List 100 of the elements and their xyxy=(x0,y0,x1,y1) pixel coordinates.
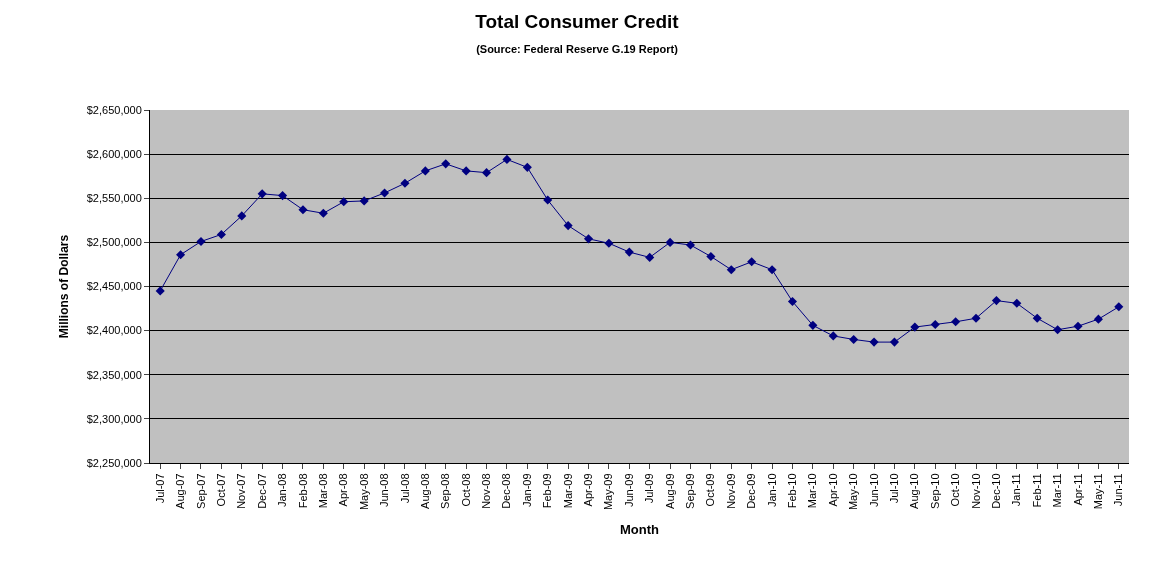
x-tick-label: Sep-07 xyxy=(194,473,207,509)
point xyxy=(889,337,899,347)
x-tick-label: Feb-10 xyxy=(786,473,799,509)
y-tick-label: $2,300,000 xyxy=(86,412,142,425)
y-tick-label: $2,400,000 xyxy=(86,324,142,337)
point xyxy=(624,247,634,257)
point xyxy=(380,188,390,198)
point xyxy=(400,178,410,188)
y-tick-label: $2,550,000 xyxy=(86,192,142,205)
point xyxy=(176,250,186,260)
x-tick-label: Sep-08 xyxy=(439,473,452,509)
x-tick-label: Dec-10 xyxy=(990,473,1003,509)
point xyxy=(318,208,328,218)
x-tick-label: Nov-09 xyxy=(724,473,737,509)
point xyxy=(257,189,267,199)
point xyxy=(685,240,696,250)
point xyxy=(1032,313,1042,323)
point xyxy=(808,320,818,330)
y-tick-label: $2,450,000 xyxy=(86,280,142,293)
point xyxy=(604,238,614,248)
x-tick-label: Mar-08 xyxy=(316,473,329,509)
point xyxy=(665,237,675,247)
x-tick-label: Jan-08 xyxy=(276,473,289,508)
x-tick-label: Feb-08 xyxy=(296,473,309,509)
x-tick-label: Jan-10 xyxy=(765,473,778,508)
point xyxy=(196,236,206,247)
x-tick-label: Jul-08 xyxy=(398,473,411,504)
x-tick-label: Oct-07 xyxy=(214,473,227,507)
x-tick-label: Nov-10 xyxy=(969,473,982,509)
point xyxy=(787,296,798,307)
x-tick-label: May-11 xyxy=(1091,473,1104,510)
point xyxy=(563,221,573,231)
point xyxy=(339,197,349,207)
point xyxy=(747,257,757,267)
x-tick-label: Apr-11 xyxy=(1071,473,1084,506)
x-tick-label: Jun-10 xyxy=(867,473,880,508)
x-tick-label: Sep-09 xyxy=(684,473,697,509)
x-tick-label: Feb-11 xyxy=(1030,473,1043,508)
x-tick-label: Oct-08 xyxy=(459,473,472,507)
x-axis-title: Month xyxy=(620,521,660,537)
x-tick-label: Nov-08 xyxy=(480,473,493,509)
x-tick-label: Jul-10 xyxy=(888,473,901,504)
y-tick-label: $2,500,000 xyxy=(86,236,142,249)
point xyxy=(951,317,961,327)
point xyxy=(522,162,532,172)
point xyxy=(298,205,308,215)
x-tick-label: Aug-08 xyxy=(418,473,431,509)
x-tick-label: Aug-10 xyxy=(908,473,921,509)
point xyxy=(645,252,655,262)
y-tick-label: $2,250,000 xyxy=(86,456,142,469)
x-tick-label: Oct-10 xyxy=(949,473,962,507)
x-tick-label: Jul-07 xyxy=(153,473,166,504)
point xyxy=(543,195,553,205)
x-tick-label: Mar-11 xyxy=(1051,473,1064,508)
point xyxy=(971,313,981,323)
point xyxy=(155,286,165,296)
x-tick-label: Dec-09 xyxy=(745,473,758,509)
x-tick-label: Jul-09 xyxy=(643,473,656,504)
point xyxy=(849,334,859,344)
point xyxy=(767,265,777,275)
y-tick-label: $2,650,000 xyxy=(86,103,142,116)
point xyxy=(930,319,940,329)
x-tick-label: Sep-10 xyxy=(928,473,941,509)
x-tick-label: Feb-09 xyxy=(541,473,554,509)
point xyxy=(1073,321,1083,331)
x-tick-label: Dec-07 xyxy=(255,473,268,509)
x-tick-label: Nov-07 xyxy=(235,473,248,509)
point xyxy=(706,251,716,262)
point xyxy=(991,296,1001,306)
point xyxy=(1114,302,1124,312)
x-tick-label: Mar-10 xyxy=(806,473,819,509)
x-tick-label: Jun-11 xyxy=(1112,473,1125,507)
point xyxy=(278,191,288,201)
x-tick-label: Jun-09 xyxy=(622,473,635,508)
point xyxy=(869,337,879,347)
point xyxy=(359,196,369,206)
x-tick-label: May-08 xyxy=(357,473,370,511)
point xyxy=(481,168,492,178)
x-tick-label: Apr-09 xyxy=(582,473,595,507)
x-tick-label: Jan-11 xyxy=(1010,473,1023,507)
point xyxy=(420,166,430,176)
point xyxy=(1012,298,1022,308)
point xyxy=(237,211,247,221)
x-tick-label: Mar-09 xyxy=(561,473,574,509)
point xyxy=(726,265,736,275)
x-tick-label: Aug-07 xyxy=(174,473,187,509)
x-tick-label: May-09 xyxy=(602,473,615,511)
x-tick-label: Jan-09 xyxy=(520,473,533,508)
point xyxy=(216,229,226,239)
x-tick-label: Apr-10 xyxy=(826,473,839,507)
chart-subtitle: (Source: Federal Reserve G.19 Report) xyxy=(476,42,679,55)
point xyxy=(502,154,512,164)
y-tick-label: $2,350,000 xyxy=(86,368,142,381)
x-tick-label: Dec-08 xyxy=(500,473,513,509)
x-tick-label: Jun-08 xyxy=(378,473,391,508)
point xyxy=(583,234,594,244)
x-tick-label: Aug-09 xyxy=(663,473,676,509)
chart-title: Total Consumer Credit xyxy=(475,11,680,33)
y-axis-title: Millions of Dollars xyxy=(57,234,72,339)
point xyxy=(441,159,451,169)
